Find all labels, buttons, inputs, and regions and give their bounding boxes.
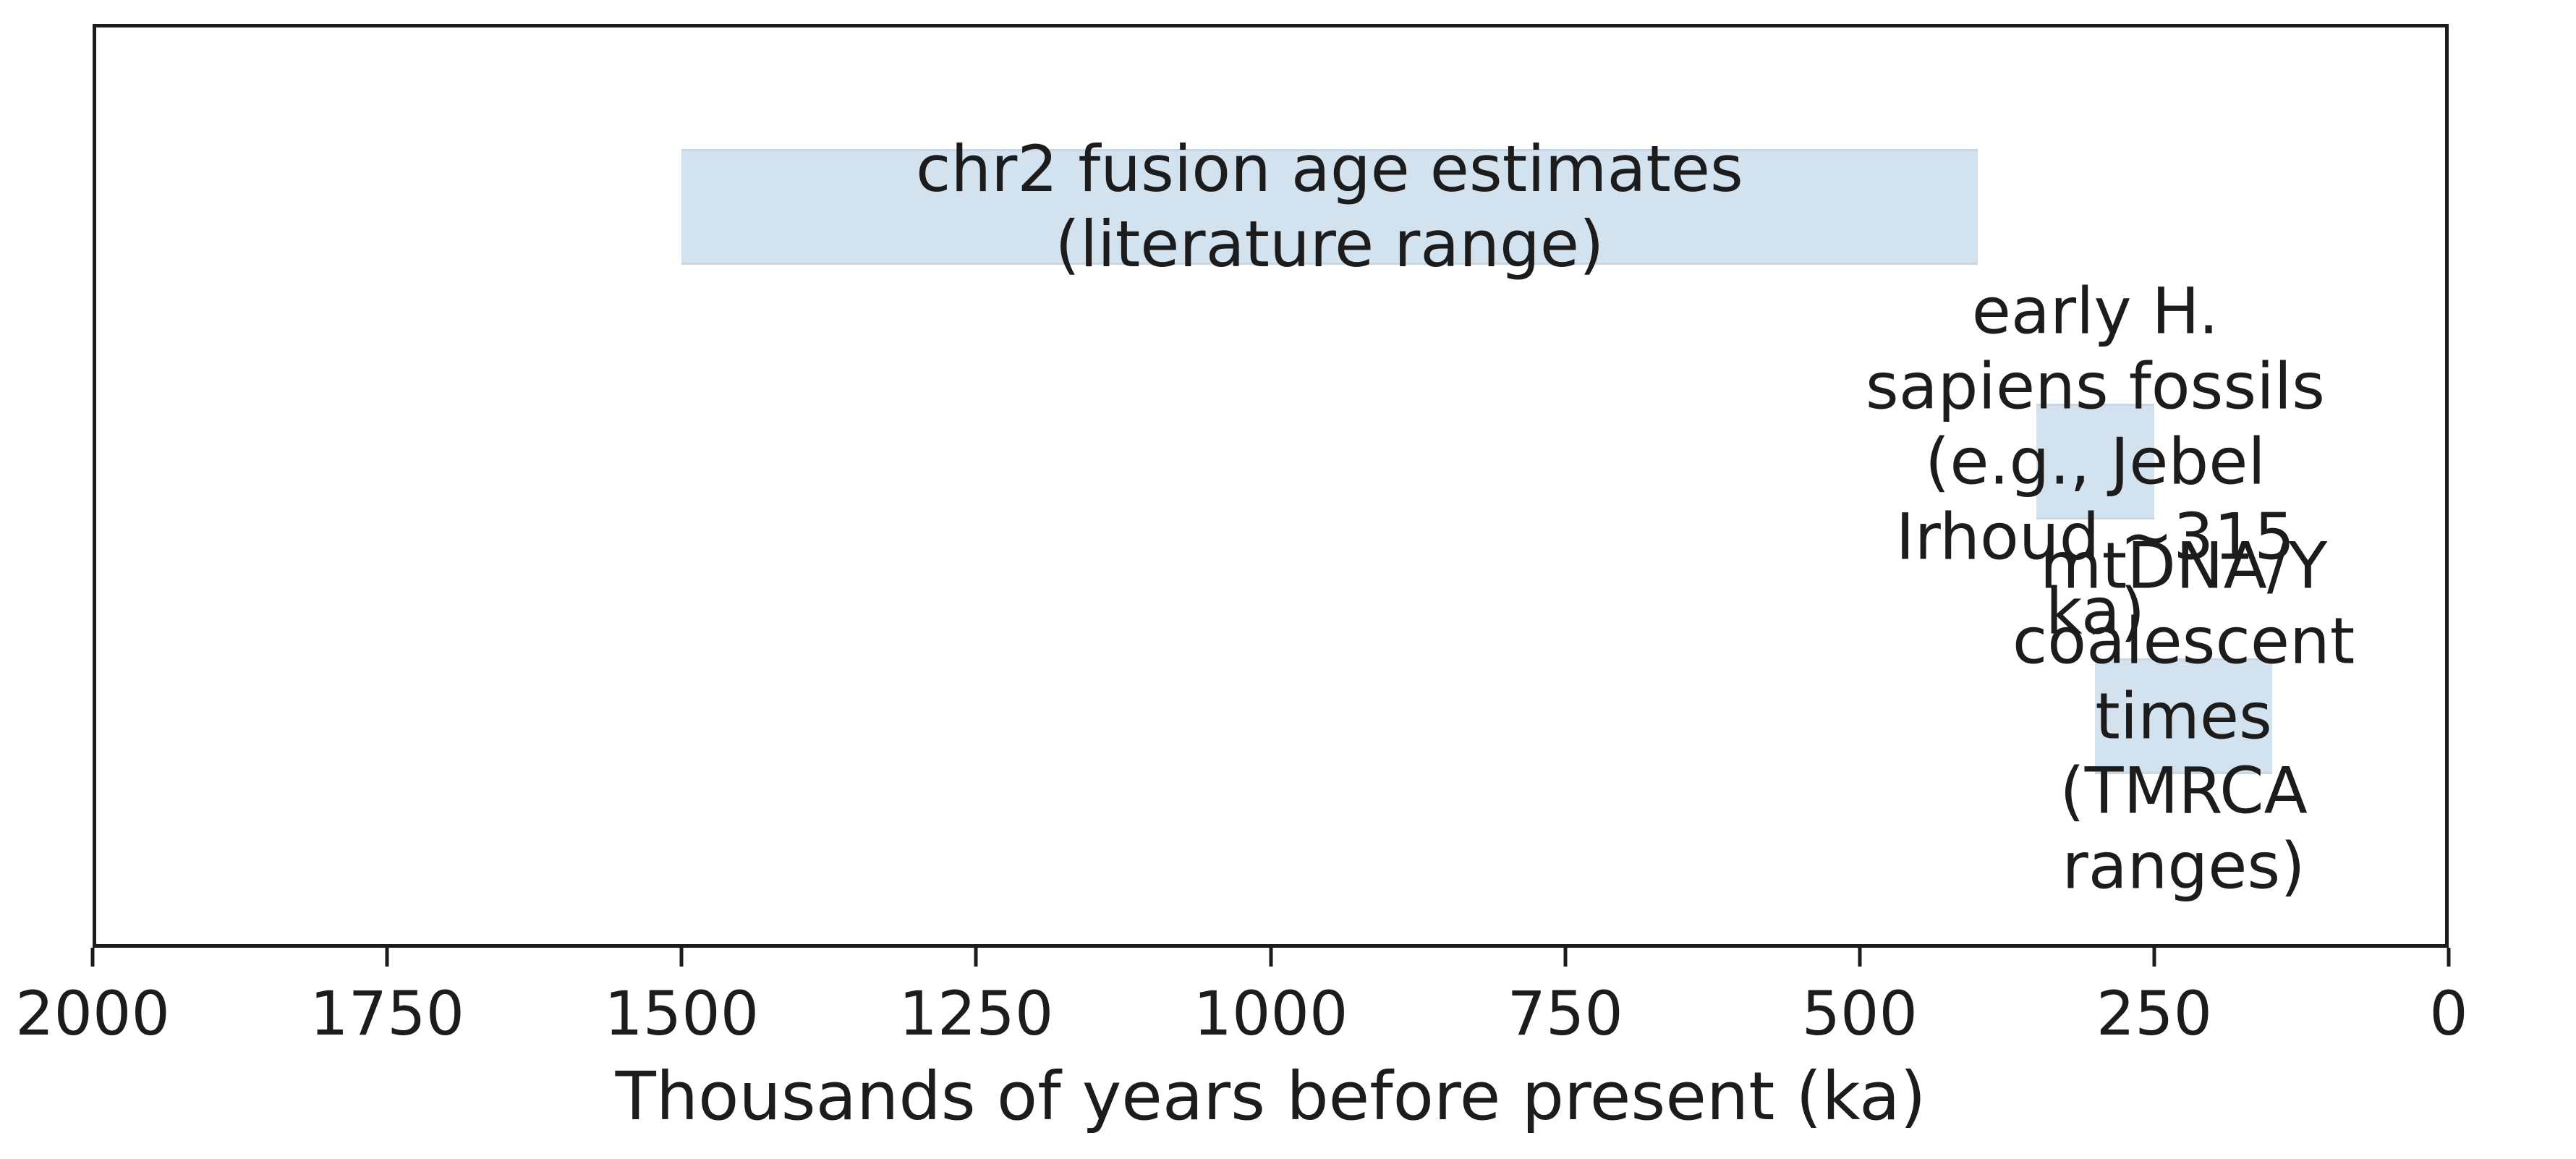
x-tick-label-750: 750: [1507, 978, 1623, 1049]
x-tick-label-250: 250: [2096, 978, 2213, 1049]
x-tick-label-1750: 1750: [310, 978, 465, 1049]
x-tick-mark-1000: [1269, 948, 1272, 967]
range-bar-early-h-sapiens-fossils: [2036, 404, 2154, 520]
x-tick-mark-250: [2152, 948, 2156, 967]
x-tick-label-1000: 1000: [1193, 978, 1348, 1049]
x-tick-label-1250: 1250: [898, 978, 1054, 1049]
range-bar-chr2-fusion-age-estimates: [681, 149, 1978, 266]
bar-label-early-h-sapiens-fossils: early H. sapiens fossils (e.g., Jebel Ir…: [1865, 273, 2325, 649]
x-tick-mark-500: [1858, 948, 1862, 967]
x-tick-mark-2000: [90, 948, 95, 967]
bar-label-chr2-fusion-age-estimates: chr2 fusion age estimates (literature ra…: [915, 132, 1743, 282]
x-tick-label-500: 500: [1801, 978, 1918, 1049]
x-axis-label: Thousands of years before present (ka): [615, 1058, 1926, 1135]
x-tick-mark-0: [2447, 948, 2451, 967]
range-bar-mtdna-y-coalescent-times: [2095, 658, 2272, 774]
x-tick-label-1500: 1500: [604, 978, 760, 1049]
x-tick-label-0: 0: [2429, 978, 2468, 1049]
bar-label-mtdna-y-coalescent-times: mtDNA/Y coalescent times (TMRCA ranges): [2012, 528, 2355, 904]
x-tick-mark-750: [1563, 948, 1568, 967]
x-tick-mark-1250: [974, 948, 978, 967]
x-tick-label-2000: 2000: [15, 978, 170, 1049]
x-tick-mark-1750: [385, 948, 389, 967]
x-tick-mark-1500: [679, 948, 684, 967]
